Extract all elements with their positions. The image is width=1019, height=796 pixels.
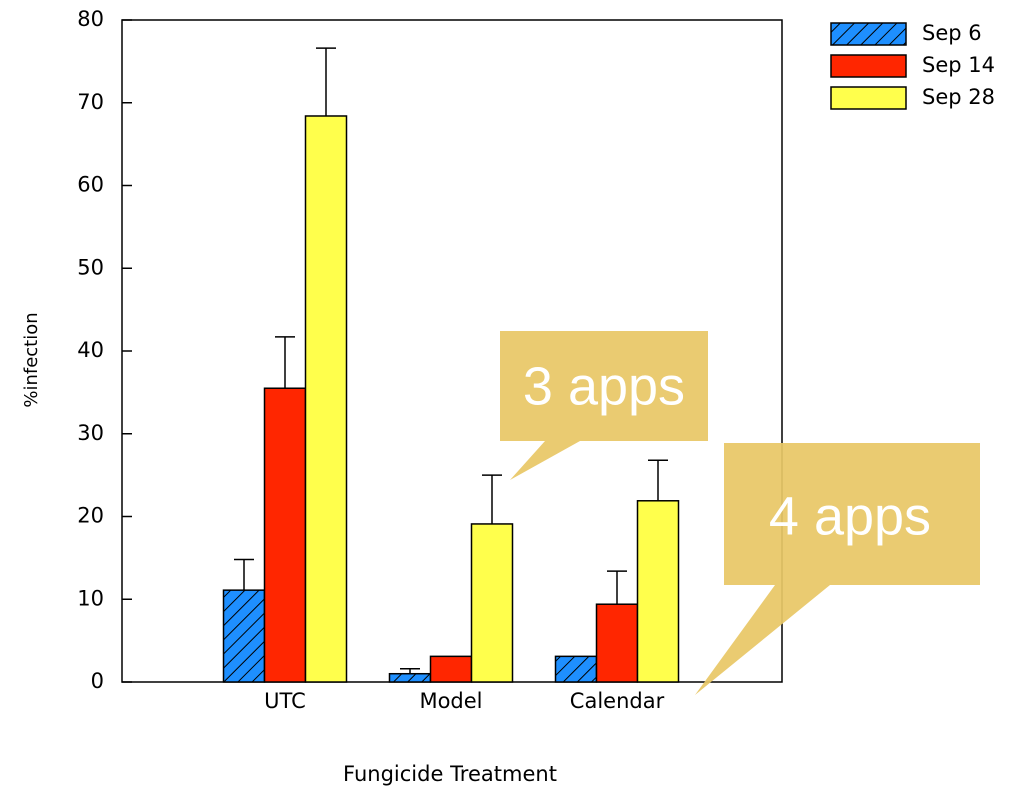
y-tick-label: 50 xyxy=(77,255,104,279)
x-tick-label: UTC xyxy=(264,689,306,713)
y-tick-label: 0 xyxy=(91,669,104,693)
bar xyxy=(304,115,348,683)
bar xyxy=(388,672,432,683)
bar xyxy=(429,655,473,683)
y-tick-label: 60 xyxy=(77,173,104,197)
x-tick-label: Calendar xyxy=(570,689,665,713)
bar xyxy=(263,387,307,683)
y-tick-label: 40 xyxy=(77,338,104,362)
x-tick-label: Model xyxy=(419,689,482,713)
legend-label: Sep 6 xyxy=(922,21,982,45)
bar xyxy=(636,500,680,683)
annotation: 3 apps xyxy=(523,356,685,416)
bar xyxy=(554,655,598,683)
legend-swatch xyxy=(830,86,907,110)
bar xyxy=(470,523,514,683)
annotation: 4 apps xyxy=(769,486,931,546)
y-tick-label: 10 xyxy=(77,586,104,610)
x-axis-label: Fungicide Treatment xyxy=(343,762,557,786)
legend-label: Sep 28 xyxy=(922,85,995,109)
callout xyxy=(695,443,980,695)
y-tick-label: 20 xyxy=(77,504,104,528)
y-tick-label: 30 xyxy=(77,421,104,445)
bar xyxy=(595,603,639,683)
y-axis-label: %infection xyxy=(21,312,42,407)
legend-swatch xyxy=(830,54,907,78)
legend-swatch xyxy=(830,22,907,46)
y-tick-label: 70 xyxy=(77,90,104,114)
bar xyxy=(222,589,266,683)
callout xyxy=(500,331,708,480)
legend-label: Sep 14 xyxy=(922,53,995,77)
y-tick-label: 80 xyxy=(77,7,104,31)
